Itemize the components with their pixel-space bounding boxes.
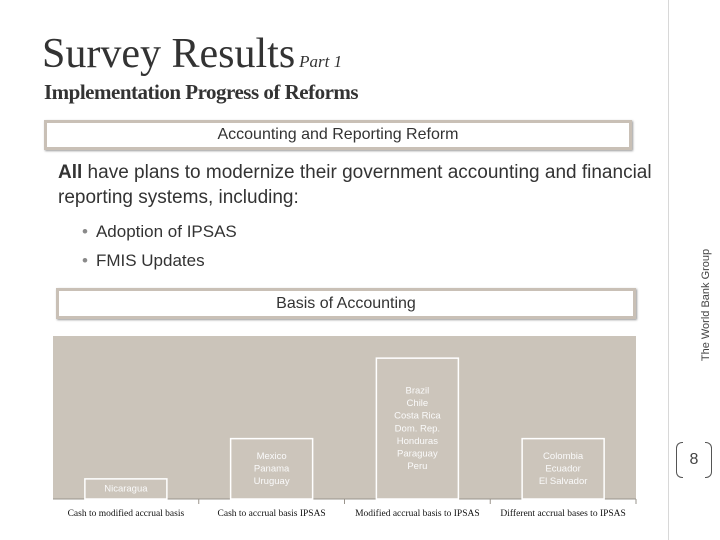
bar-label-1-1: Nicaragua [104, 484, 148, 495]
slide-subtitle: Implementation Progress of Reforms [44, 80, 359, 104]
section-heading-accounting-reform: Accounting and Reporting Reform [44, 120, 632, 150]
bar-label-2-2: Panama [254, 464, 290, 475]
bar-4 [521, 437, 605, 500]
bar-label-3-2: Chile [407, 398, 429, 409]
bar-label-4-1: Colombia [543, 451, 584, 462]
bar-label-3-3: Costa Rica [394, 411, 441, 422]
bar-label-2-1: Mexico [257, 451, 287, 462]
bar-2 [229, 437, 314, 500]
bar-label-4-2: Ecuador [545, 464, 580, 475]
bullet-ipsas: Adoption of IPSAS [82, 217, 237, 246]
bullet-fmis-text: FMIS Updates [95, 251, 205, 270]
category-label-3: Modified accrual basis to IPSAS [355, 508, 480, 519]
bar-label-3-1: Brazil [405, 385, 429, 396]
title-text: Survey Results [42, 31, 296, 77]
page-number: 8 [676, 442, 712, 478]
category-label-2: Cash to accrual basis IPSAS [218, 509, 326, 519]
slide-title: Survey Results Part 1 [42, 30, 342, 78]
bar-3 [375, 357, 460, 500]
category-label-4: Different accrual bases to IPSAS [500, 508, 625, 519]
bar-label-4-3: El Salvador [539, 476, 588, 487]
statement-emphasis: All [58, 162, 83, 183]
bar-1 [84, 478, 168, 500]
reform-bullet-list: Adoption of IPSAS FMIS Updates [82, 217, 237, 275]
bar-label-3-4: Dom. Rep. [395, 423, 440, 434]
category-label-1: Cash to modified accrual basis [68, 508, 185, 519]
reform-statement: All have plans to modernize their govern… [58, 160, 658, 210]
section-heading-basis-of-accounting: Basis of Accounting [56, 288, 636, 319]
bar-label-2-3: Uruguay [254, 476, 290, 487]
title-part: Part 1 [299, 52, 343, 71]
bar-label-3-7: Peru [407, 461, 427, 472]
bar-label-3-5: Honduras [397, 436, 438, 447]
bar-label-3-6: Paraguay [397, 448, 438, 459]
bullet-ipsas-text: Adoption of IPSAS [95, 222, 237, 241]
bullet-fmis: FMIS Updates [82, 246, 237, 275]
statement-text: have plans to modernize their government… [58, 162, 652, 208]
